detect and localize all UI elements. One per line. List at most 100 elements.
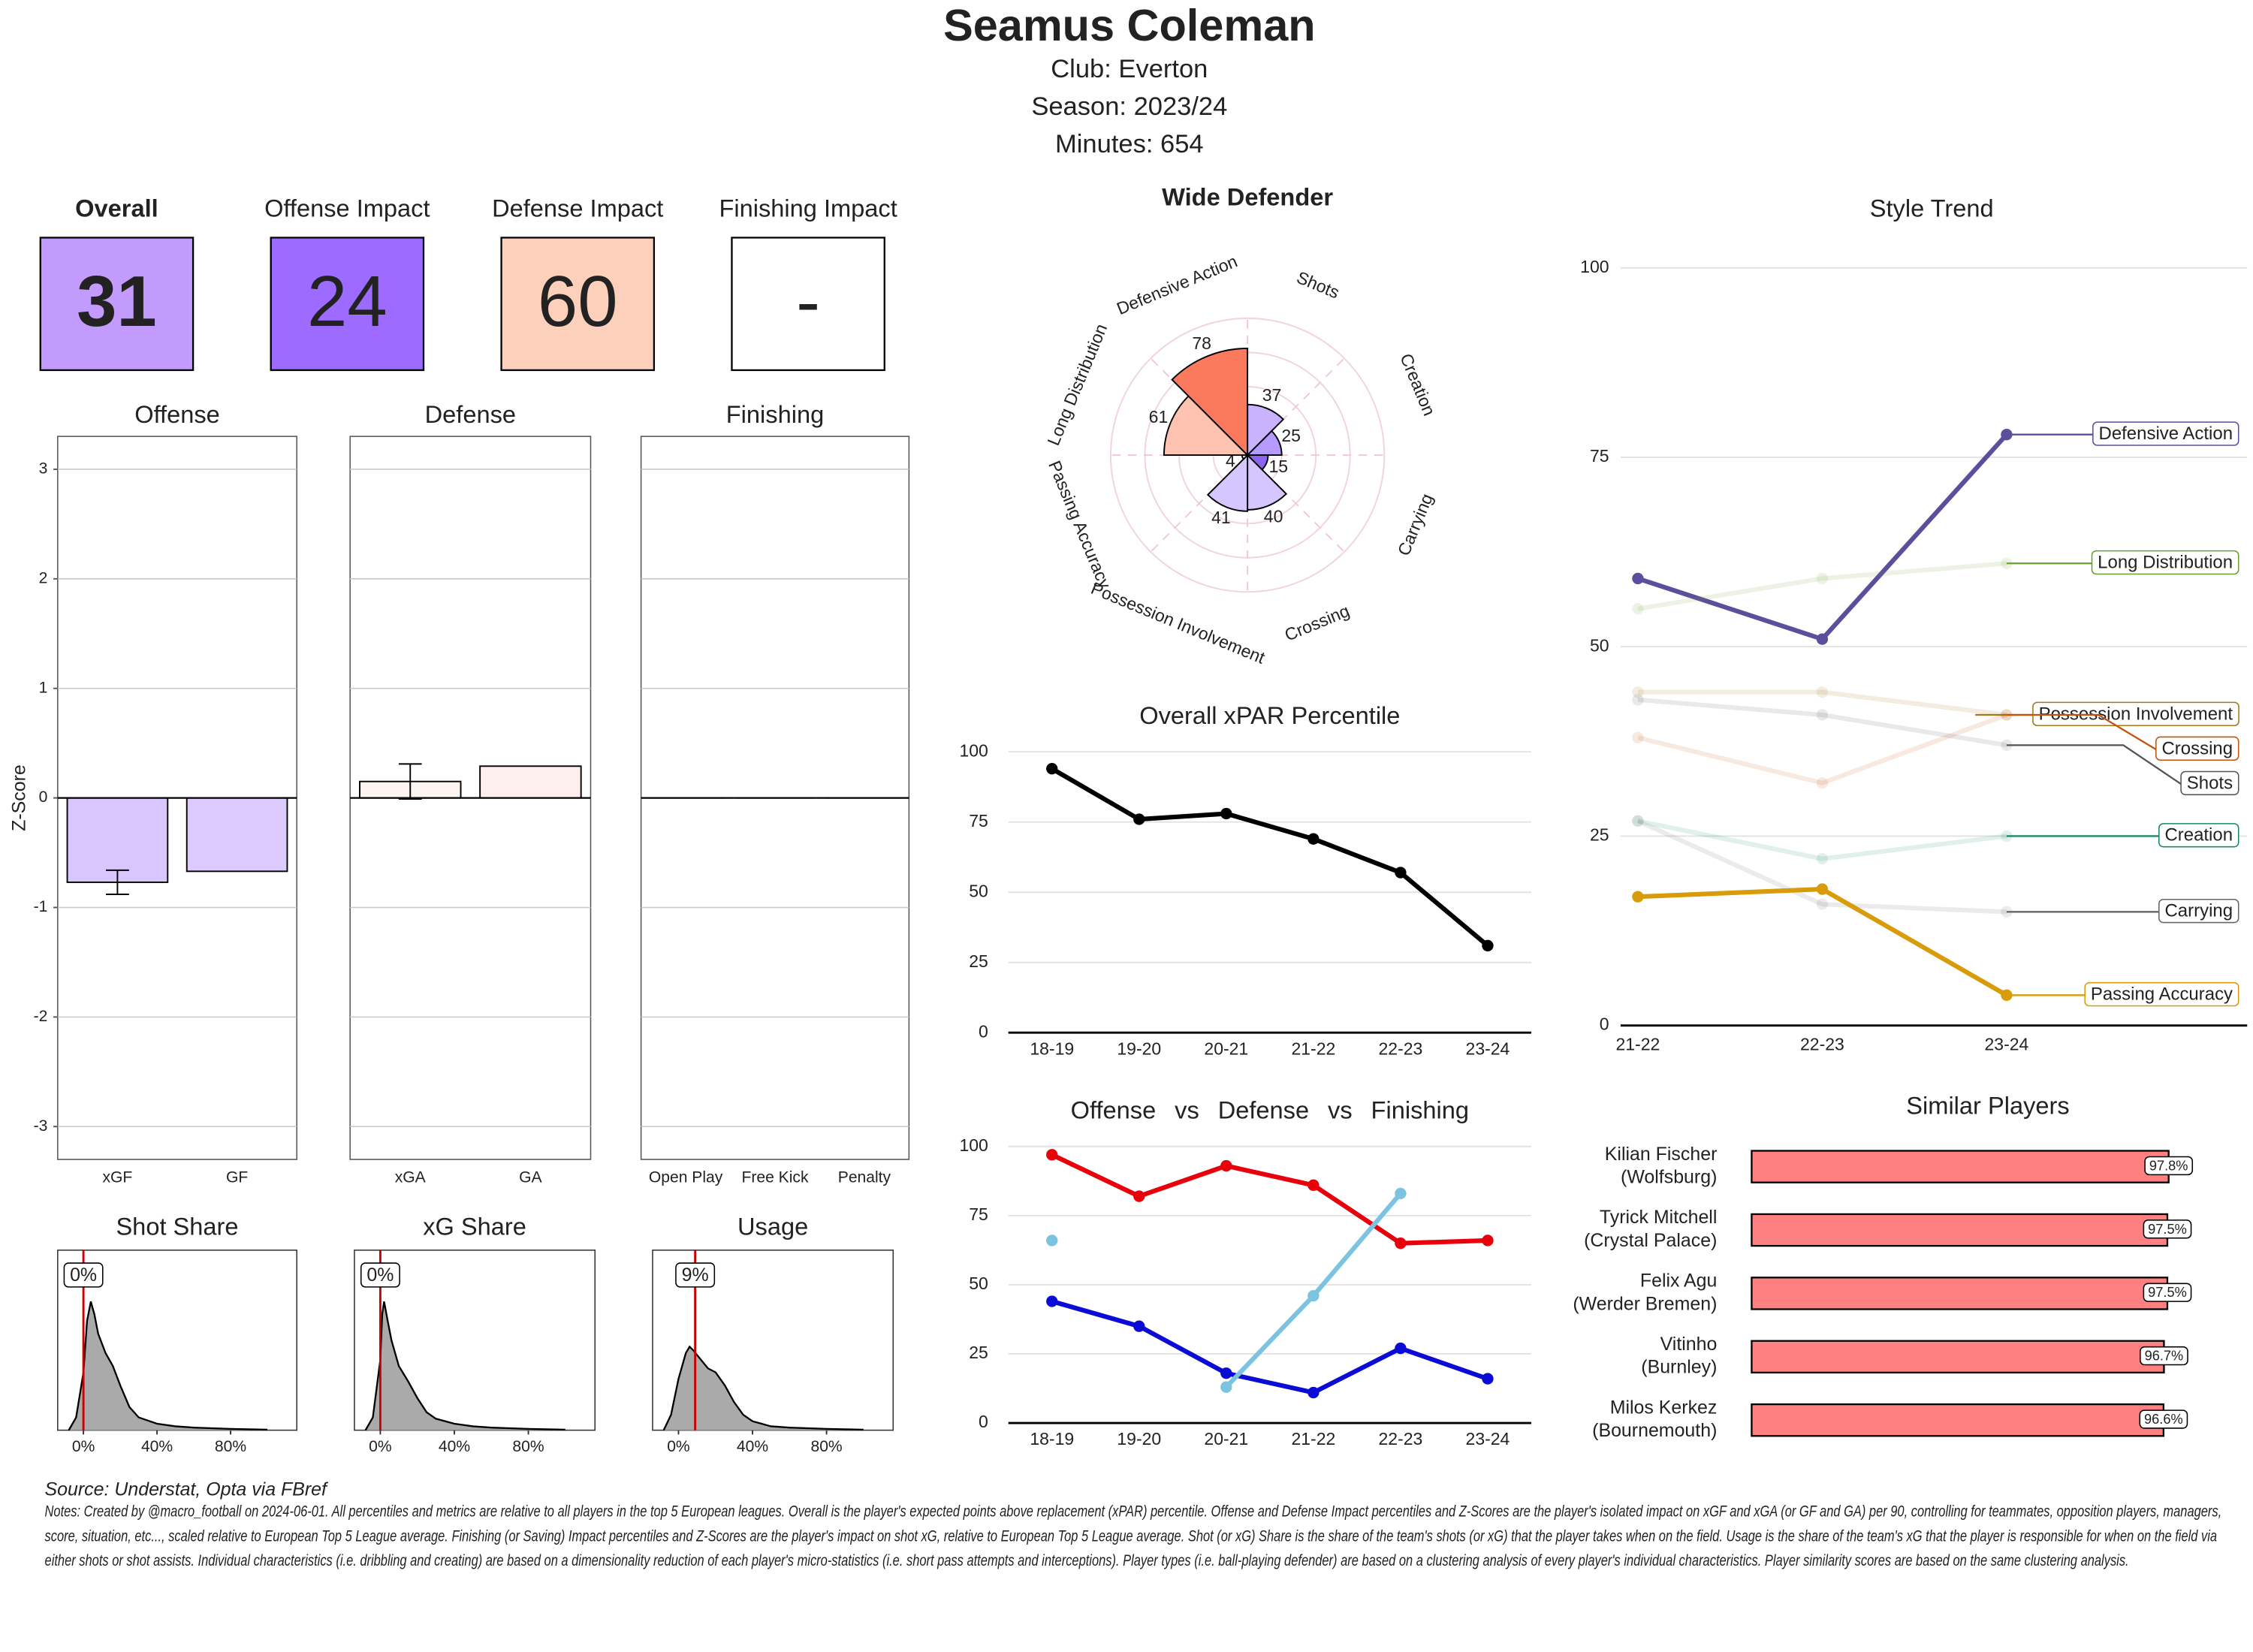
player-club: (Wolfsburg) [1621, 1167, 1717, 1188]
point [1632, 731, 1644, 743]
y-tick-label: 25 [969, 951, 988, 971]
series-label: Creation [2164, 825, 2233, 846]
polar-bar [1171, 348, 1249, 457]
series-label: Carrying [2164, 901, 2233, 921]
point [1046, 1234, 1058, 1247]
series-line [1637, 818, 2007, 861]
series-line [1051, 1153, 1488, 1246]
y-tick-label: 100 [959, 1135, 988, 1155]
y-tick-label: -2 [34, 1008, 48, 1025]
value-label: 37 [1262, 385, 1282, 405]
bar [1751, 1150, 2170, 1183]
point [1307, 1289, 1320, 1302]
density-line [364, 1301, 566, 1431]
header-line: Minutes: 654 [1055, 130, 1204, 158]
series-line [1636, 433, 2009, 642]
polar-bar [1247, 453, 1288, 511]
x-tick-label: GA [519, 1169, 542, 1186]
player-club: (Bournemouth) [1592, 1420, 1717, 1441]
label-box [2158, 898, 2239, 924]
kpi-label: Finishing Impact [719, 194, 897, 222]
label-box [2092, 421, 2239, 446]
notes: Notes: Created by @macro_football on 202… [44, 1503, 2222, 1570]
x-tick-label: 0% [667, 1438, 689, 1455]
point [1482, 1373, 1494, 1385]
y-tick-label: 50 [1590, 635, 1609, 655]
label-connector [2006, 713, 2157, 751]
y-tick-label: 50 [969, 881, 988, 900]
density-fill [663, 1346, 864, 1430]
y-tick-label: 25 [969, 1343, 988, 1362]
y-tick-label: 3 [39, 460, 48, 478]
kpi-box [500, 237, 656, 372]
point [1395, 1237, 1407, 1250]
point [1395, 1342, 1407, 1355]
marker-label: 9% [682, 1265, 709, 1286]
x-tick-label: 40% [737, 1438, 768, 1455]
series-label: Long Distribution [2098, 553, 2233, 573]
panel-title: Finishing [726, 400, 824, 428]
value-label: 40 [1264, 506, 1283, 526]
notes-box: Notes: Created by @macro_football on 202… [44, 1503, 2222, 1570]
point [1816, 709, 1829, 721]
series-line [1637, 713, 2007, 786]
y-tick-label: 50 [969, 1274, 988, 1293]
y-tick-label: 2 [39, 569, 48, 586]
player-name: Seamus Coleman [943, 0, 1316, 50]
point [1046, 1149, 1058, 1161]
series-label: Shots [2187, 773, 2233, 793]
label-connector [2006, 744, 2182, 785]
point [1220, 1381, 1232, 1393]
label-box [2143, 1283, 2192, 1302]
polar-bar [1206, 453, 1249, 512]
player-name: Tyrick Mitchell [1600, 1207, 1717, 1228]
x-tick-label: Penalty [838, 1169, 891, 1186]
x-tick-label: 22-23 [1378, 1039, 1422, 1058]
x-tick-label: 22-23 [1800, 1035, 1844, 1054]
kpi-box [270, 237, 425, 372]
x-tick-label: 80% [215, 1438, 246, 1455]
bar [185, 797, 288, 873]
y-tick-label: 100 [959, 740, 988, 760]
player-name: Milos Kerkez [1610, 1397, 1718, 1418]
value-label: 96.7% [2145, 1349, 2184, 1364]
x-tick-label: 80% [810, 1438, 842, 1455]
polar-bar [1245, 430, 1283, 457]
point [1632, 815, 1644, 827]
panel-title: xG Share [423, 1213, 526, 1241]
point [1307, 1179, 1320, 1191]
density-fill [68, 1301, 268, 1430]
x-tick-label: 18-19 [1030, 1039, 1074, 1058]
kpi-label: Defense Impact [492, 194, 663, 222]
marker-label: 0% [70, 1265, 97, 1286]
point [1816, 883, 1829, 895]
kpi-value: - [796, 261, 820, 342]
point [1482, 939, 1494, 951]
grid-circle [1109, 317, 1386, 593]
point [1220, 1159, 1232, 1172]
category-label: Crossing [1282, 601, 1353, 645]
label-box [2084, 981, 2239, 1007]
point [1133, 1320, 1145, 1332]
series-label: Possession Involvement [2039, 704, 2233, 724]
value-label: 97.8% [2149, 1158, 2188, 1173]
label-box [2140, 1346, 2188, 1366]
y-tick-label: 75 [969, 811, 988, 831]
point [1220, 807, 1232, 820]
bar [1751, 1340, 2165, 1374]
series-line [1051, 767, 1489, 948]
x-tick-label: 0% [369, 1438, 391, 1455]
x-tick-label: 23-24 [1466, 1429, 1510, 1449]
value-label: 61 [1149, 407, 1169, 427]
x-tick-label: xGF [103, 1169, 133, 1186]
label-box [2091, 550, 2239, 575]
x-tick-label: 20-21 [1204, 1039, 1248, 1058]
kpi-box [39, 237, 195, 372]
legend-entry: Offense [1071, 1096, 1157, 1123]
point [1632, 686, 1644, 698]
point [1220, 1367, 1232, 1379]
player-club: (Werder Bremen) [1573, 1293, 1717, 1314]
point [1046, 762, 1058, 775]
legend-entry: Finishing [1371, 1096, 1469, 1123]
